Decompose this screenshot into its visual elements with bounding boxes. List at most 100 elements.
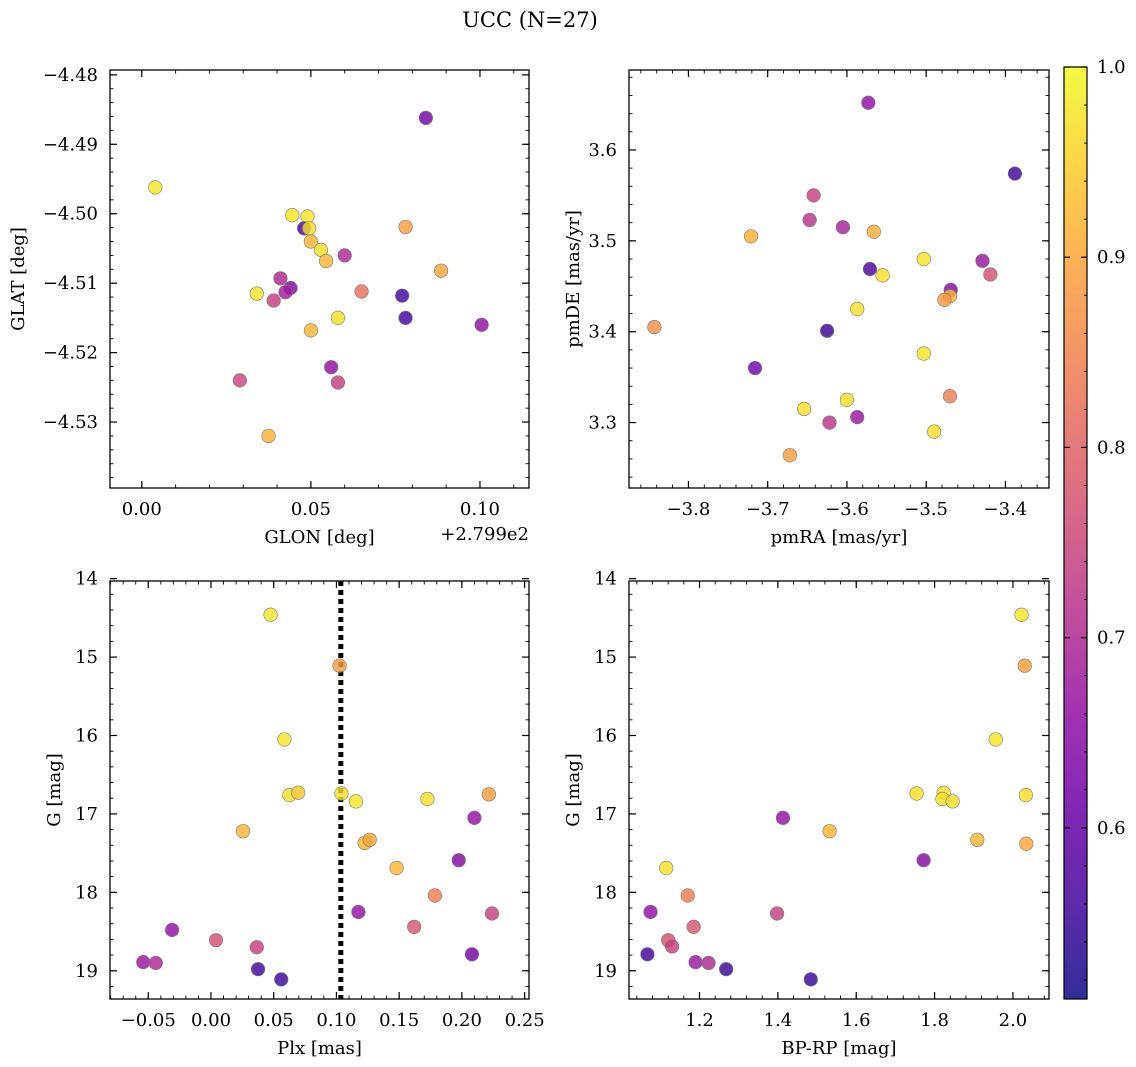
scatter-point xyxy=(407,919,422,934)
scatter-point xyxy=(1018,787,1033,803)
x-axis-label: GLON [deg] xyxy=(264,527,374,548)
scatter-point xyxy=(862,261,878,277)
x-tick-label: 0.05 xyxy=(254,1010,294,1031)
x-tick-label: −3.4 xyxy=(984,499,1028,520)
scatter-point xyxy=(686,919,701,934)
y-tick-label: 15 xyxy=(594,647,617,668)
scatter-point xyxy=(464,947,480,962)
scatter-point xyxy=(232,373,247,388)
scatter-point xyxy=(916,853,931,868)
y-tick-label: 16 xyxy=(594,725,617,746)
scatter-point xyxy=(850,410,865,425)
y-axis-label: G [mag] xyxy=(563,753,584,826)
scatter-point xyxy=(303,234,318,249)
colorbar-tick-label: 0.6 xyxy=(1097,818,1126,839)
x-tick-label: 0.10 xyxy=(316,1010,356,1031)
figure-title: UCC (N=27) xyxy=(462,8,598,32)
x-axis-label: pmRA [mas/yr] xyxy=(771,527,908,548)
scatter-points xyxy=(647,95,1023,463)
x-tick-label: 0.25 xyxy=(505,1010,545,1031)
scatter-point xyxy=(334,786,349,801)
scatter-point xyxy=(909,786,924,801)
y-tick-label: 18 xyxy=(594,882,617,903)
y-tick-label: 3.4 xyxy=(588,322,617,343)
scatter-point xyxy=(266,293,281,308)
scatter-point xyxy=(249,940,264,955)
x-tick-label: 0.00 xyxy=(191,1010,231,1031)
x-tick-label: 0.00 xyxy=(122,499,162,520)
scatter-point xyxy=(775,810,791,825)
y-tick-label: 19 xyxy=(594,961,617,982)
scatter-points xyxy=(148,110,489,444)
scatter-point xyxy=(277,732,292,747)
x-tick-label: 1.6 xyxy=(842,1010,871,1031)
x-tick-label: 2.0 xyxy=(999,1010,1028,1031)
scatter-point xyxy=(351,904,366,920)
scatter-point xyxy=(261,428,276,444)
scatter-point xyxy=(136,955,151,970)
y-tick-label: 18 xyxy=(75,882,98,903)
x-tick-label: −3.6 xyxy=(825,499,869,520)
scatter-point xyxy=(302,221,317,236)
panel-top-right: −3.8 −3.7 −3.6 −3.5 −3.4 3.3 3.4 3.5 3.6 pmRA [ma… xyxy=(563,69,1050,548)
panel-bottom-left: −0.05 0.00 0.05 0.10 0.15 0.20 0.25 14 15 16 17 18 1… xyxy=(44,569,545,1059)
scatter-point xyxy=(324,360,339,375)
scatter-point xyxy=(1017,658,1032,673)
colorbar-gradient xyxy=(1063,66,1088,1000)
y-tick-label: −4.51 xyxy=(43,273,98,294)
scatter-point xyxy=(988,732,1003,747)
y-tick-label: 14 xyxy=(594,569,617,590)
scatter-point xyxy=(318,253,334,269)
scatter-point xyxy=(647,320,662,335)
y-tick-label: 3.3 xyxy=(588,413,617,434)
scatter-point xyxy=(427,888,443,903)
scatter-point xyxy=(330,375,346,390)
y-tick-label: −4.49 xyxy=(43,134,98,155)
scatter-point xyxy=(481,787,496,802)
axes-frame xyxy=(628,580,1050,1000)
colorbar-tick-label: 1.0 xyxy=(1097,57,1126,78)
axes-frame xyxy=(109,69,530,489)
x-tick-label: 0.15 xyxy=(379,1010,419,1031)
scatter-point xyxy=(291,785,306,800)
x-tick-label: −3.8 xyxy=(667,499,711,520)
scatter-point xyxy=(659,860,674,876)
y-tick-label: 15 xyxy=(75,647,98,668)
scatter-point xyxy=(398,310,413,325)
scatter-point xyxy=(433,263,449,278)
scatter-point xyxy=(273,271,288,286)
y-axis-label: GLAT [deg] xyxy=(8,227,29,331)
y-tick-label: 14 xyxy=(75,569,98,590)
scatter-point xyxy=(330,310,346,325)
scatter-point xyxy=(861,95,876,110)
y-tick-label: −4.53 xyxy=(43,412,98,433)
scatter-point xyxy=(332,658,347,673)
scatter-point xyxy=(208,933,224,948)
scatter-point xyxy=(937,292,952,308)
scatter-point xyxy=(875,268,890,283)
scatter-point xyxy=(743,229,759,244)
x-axis-label: Plx [mas] xyxy=(277,1038,362,1059)
scatter-point xyxy=(398,219,413,235)
scatter-point xyxy=(1019,836,1034,851)
colorbar-tick-label: 0.8 xyxy=(1097,437,1126,458)
x-tick-label: 0.05 xyxy=(291,499,331,520)
scatter-point xyxy=(803,972,818,987)
scatter-points xyxy=(136,607,500,987)
scatter-point xyxy=(942,389,958,404)
axes-frame xyxy=(109,580,530,1000)
scatter-point xyxy=(839,392,855,407)
scatter-point xyxy=(250,962,266,977)
scatter-point xyxy=(467,810,482,825)
panel-top-left: 0.00 0.05 0.10 −4.48 −4.49 −4.50 −4.51 −4.52 −4.… xyxy=(8,65,530,548)
scatter-point xyxy=(354,284,369,299)
colorbar-tick-label: 0.7 xyxy=(1097,628,1126,649)
scatter-point xyxy=(263,607,278,622)
scatter-point xyxy=(916,251,931,267)
scatter-point xyxy=(835,220,851,235)
scatter-point xyxy=(719,962,734,977)
scatter-point xyxy=(474,317,489,332)
y-tick-label: −4.52 xyxy=(43,343,98,364)
scatter-point xyxy=(1007,166,1023,181)
